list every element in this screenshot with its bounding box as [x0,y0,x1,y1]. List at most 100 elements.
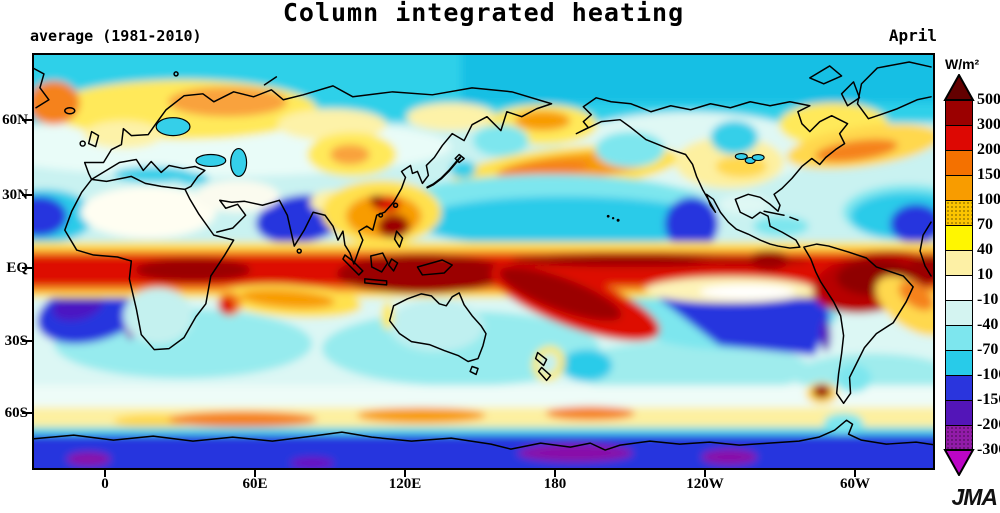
coast-tasmania [469,365,479,376]
coast-great-lakes [734,152,765,165]
y-tick-label: 60S [4,405,28,421]
subtitle-period: average (1981-2010) [30,27,202,45]
colorbar-band [945,275,973,300]
colorbar-band [945,225,973,250]
colorbar-band [945,425,973,450]
coast-baffin [840,81,861,107]
colorbar-below-min-arrow [943,449,975,476]
coast-greenland-east-wrap [34,67,50,109]
coast-eurasia [83,85,553,265]
y-tick [22,412,32,414]
colorbar-level-label: -40 [977,316,999,333]
colorbar-level-label: -100 [977,366,1000,383]
coast-java [364,278,388,286]
x-tick [254,470,256,477]
coast-north-america [575,97,849,249]
x-tick-label: 120E [388,476,422,492]
x-tick [404,470,406,477]
colorbar-level-label: 100 [977,191,1000,208]
y-tick [22,194,32,196]
coast-hispaniola [789,216,799,221]
colorbar-level-label: -70 [977,341,999,358]
colorbar-above-max-arrow [943,74,975,101]
colorbar-level-label: -150 [977,391,1000,408]
y-tick [22,340,32,342]
world-heatmap [32,53,935,470]
coast-ireland [79,140,86,147]
colorbar-band [945,200,973,225]
heat-field [34,55,933,468]
coast-new-zealand [534,351,552,382]
colorbar-level-label: 40 [977,241,993,258]
page-title: Column integrated heating [282,0,685,27]
colorbar-level-label: -300 [977,441,1000,458]
colorbar-band [945,375,973,400]
y-tick-label: 30N [2,187,28,203]
x-tick [704,470,706,477]
colorbar-level-label: 10 [977,266,993,283]
x-tick-label: 180 [543,476,567,492]
coast-hokkaido [454,153,465,164]
coast-antarctica [34,419,933,451]
x-tick-label: 120W [686,476,724,492]
x-tick-label: 60E [242,476,268,492]
colorbar-band [945,100,973,125]
colorbar-level-label: -10 [977,291,999,308]
colorbar-band [945,300,973,325]
coast-australia [388,292,487,363]
colorbar-band [945,125,973,150]
y-tick-label: 30S [4,333,28,349]
coast-taiwan [392,202,399,209]
coast-cuba [763,210,785,216]
coast-hainan [378,212,384,218]
y-tick-label: 60N [2,112,28,128]
colorbar-band [945,250,973,275]
y-tick [22,119,32,121]
coast-uk [87,130,100,148]
coast-sulawesi [387,258,399,272]
colorbar: 500 300 200 150 100 70 40 10 -10 -40 -70 -100 -150 -2… [943,55,1000,495]
coast-greenland [856,61,932,120]
coastlines [34,61,933,451]
coast-africa [64,175,235,351]
colorbar-band [945,350,973,375]
y-tick [22,267,32,269]
coast-sri-lanka [296,248,302,254]
coast-svalbard [173,71,179,77]
coast-novaya-zemlya [263,76,278,86]
colorbar-band [945,400,973,425]
coast-baltic-sea [155,117,191,137]
colorbar-band [945,325,973,350]
x-tick [854,470,856,477]
coast-caspian-sea [230,147,248,178]
colorbar-level-label: 150 [977,166,1000,183]
x-tick [554,470,556,477]
x-tick-label: 60W [840,476,870,492]
x-tick [104,470,106,477]
colorbar-bands [945,100,973,450]
subtitle-month: April [888,26,937,45]
jma-logo: JMA [951,484,998,510]
coast-philippines [393,230,404,248]
colorbar-band [945,175,973,200]
x-tick-label: 0 [101,476,109,492]
coast-japan [426,156,462,189]
coast-ellesmere [809,65,843,85]
colorbar-level-label: 70 [977,216,993,233]
coast-iceland [64,106,76,115]
coast-hawaii [606,214,620,222]
coast-black-sea [195,153,227,168]
coast-borneo [370,252,389,273]
colorbar-level-label: 300 [977,116,1000,133]
colorbar-level-label: 500 [977,91,1000,108]
y-tick-label: EQ [6,260,28,276]
heat-field-svg [34,55,933,468]
coast-sumatra [342,254,364,276]
colorbar-level-label: -200 [977,416,1000,433]
coast-west-africa-wrap [919,221,932,277]
colorbar-band [945,150,973,175]
colorbar-units-label: W/m² [945,56,980,72]
coast-south-america [803,243,914,405]
coast-new-guinea [416,259,453,276]
